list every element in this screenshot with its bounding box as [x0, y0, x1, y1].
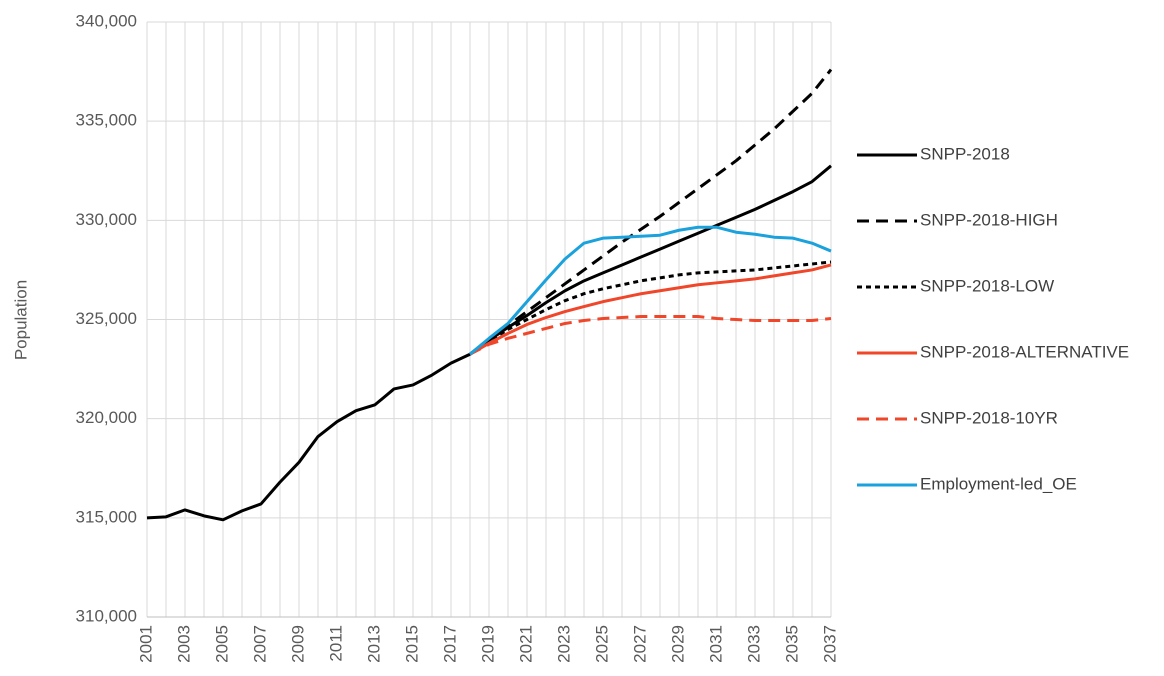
x-tick-label: 2015: [402, 625, 421, 663]
x-tick-label: 2029: [668, 625, 687, 663]
y-tick-label: 325,000: [76, 309, 137, 328]
y-axis-title: Population: [11, 280, 30, 360]
x-tick-label: 2023: [554, 625, 573, 663]
y-tick-label: 330,000: [76, 210, 137, 229]
legend-label: SNPP-2018-HIGH: [920, 210, 1058, 229]
series-line: [469, 260, 832, 356]
x-tick-label: 2007: [250, 625, 269, 663]
x-tick-label: 2033: [744, 625, 763, 663]
y-tick-label: 315,000: [76, 507, 137, 526]
x-tick-label: 2009: [288, 625, 307, 663]
x-tick-label: 2027: [630, 625, 649, 663]
x-tick-label: 2005: [212, 625, 231, 663]
x-tick-label: 2037: [820, 625, 839, 663]
legend-label: Employment-led_OE: [920, 474, 1077, 493]
x-tick-label: 2013: [364, 625, 383, 663]
series-line: [469, 225, 832, 356]
x-tick-label: 2035: [782, 625, 801, 663]
y-tick-label: 320,000: [76, 408, 137, 427]
y-tick-label: 340,000: [76, 11, 137, 30]
y-tick-label: 335,000: [76, 111, 137, 130]
legend-label: SNPP-2018-ALTERNATIVE: [920, 342, 1129, 361]
series-line: [469, 315, 832, 356]
x-tick-label: 2031: [706, 625, 725, 663]
legend-label: SNPP-2018-10YR: [920, 408, 1058, 427]
y-tick-label: 310,000: [76, 606, 137, 625]
legend-label: SNPP-2018-LOW: [920, 276, 1054, 295]
x-tick-label: 2025: [592, 625, 611, 663]
x-tick-label: 2019: [478, 625, 497, 663]
series-line: [469, 68, 833, 356]
x-tick-label: 2003: [174, 625, 193, 663]
x-tick-label: 2001: [136, 625, 155, 663]
x-tick-label: 2021: [516, 625, 535, 663]
series-line: [469, 263, 832, 356]
x-tick-label: 2017: [440, 625, 459, 663]
x-tick-label: 2011: [326, 625, 345, 662]
legend-label: SNPP-2018: [920, 144, 1010, 163]
